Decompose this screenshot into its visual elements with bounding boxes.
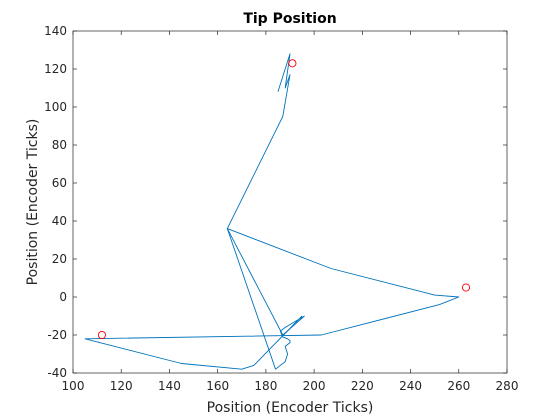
x-axis-title: Position (Encoder Ticks) [207, 400, 374, 416]
axes-box [72, 30, 508, 374]
x-tick-label: 200 [303, 379, 326, 393]
y-tick-label: 20 [52, 252, 67, 266]
x-tick-label: 220 [351, 379, 374, 393]
x-tick-label: 120 [110, 379, 133, 393]
y-tick-label: 0 [59, 290, 67, 304]
y-tick-label: 140 [44, 24, 67, 38]
chart-title: Tip Position [243, 11, 336, 27]
y-tick-label: 120 [44, 62, 67, 76]
plot-area [73, 31, 507, 373]
marker-point [461, 283, 471, 292]
x-tick-label: 180 [254, 379, 277, 393]
ticks-layer: 100 120 140 160 180 200 220 240 260 280 -40 -20 0 20 4… [44, 24, 518, 393]
y-tick-label: 40 [52, 214, 67, 228]
y-tick-label: -20 [47, 328, 67, 342]
y-tick-label: -40 [47, 366, 67, 380]
series-layer [84, 53, 471, 370]
y-tick-label: 80 [52, 138, 67, 152]
x-tick-label: 100 [62, 379, 85, 393]
y-tick-label: 100 [44, 100, 67, 114]
x-tick-label: 160 [206, 379, 229, 393]
x-tick-label: 260 [447, 379, 470, 393]
marker-point [288, 59, 297, 68]
y-tick-label: 60 [52, 176, 67, 190]
marker-point [97, 330, 106, 340]
axes-layer [72, 30, 508, 374]
x-tick-label: 140 [158, 379, 181, 393]
x-tick-label: 280 [496, 379, 519, 393]
x-tick-label: 240 [399, 379, 422, 393]
tip-path-line [84, 228, 460, 370]
y-axis-title: Position (Encoder Ticks) [25, 119, 41, 286]
tip-trace-line [226, 53, 305, 336]
